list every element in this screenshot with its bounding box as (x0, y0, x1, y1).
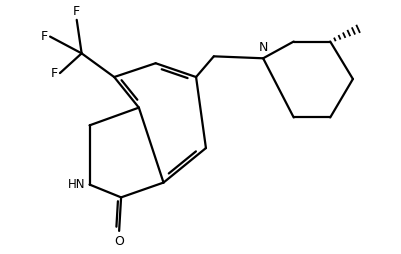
Text: F: F (51, 67, 58, 80)
Text: HN: HN (68, 178, 85, 191)
Text: F: F (41, 30, 48, 43)
Text: F: F (73, 5, 80, 18)
Text: N: N (258, 41, 267, 54)
Text: O: O (114, 235, 124, 248)
